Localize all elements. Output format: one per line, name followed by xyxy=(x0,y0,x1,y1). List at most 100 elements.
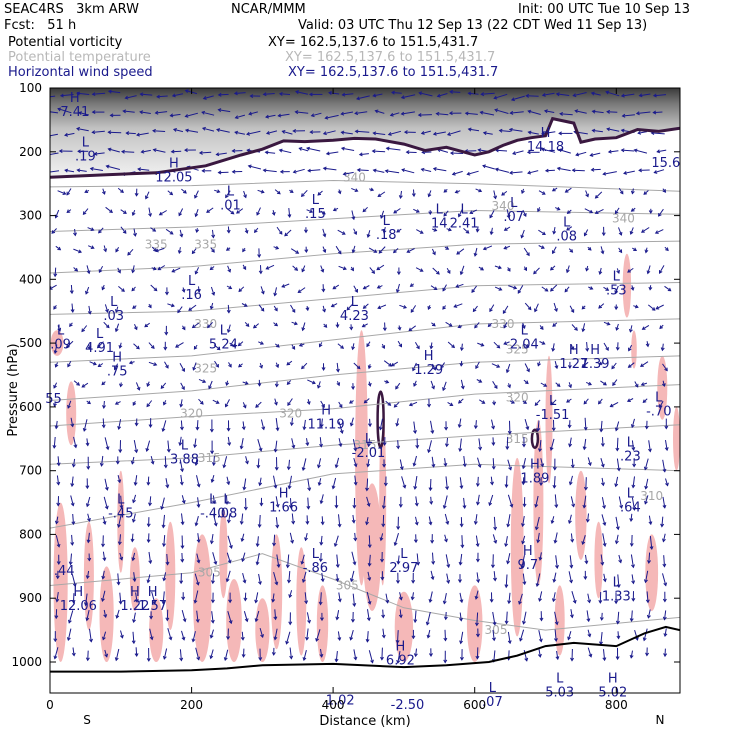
wind-vector xyxy=(60,94,74,97)
wind-arrowhead xyxy=(446,270,451,274)
wind-arrowhead xyxy=(339,429,344,434)
wind-vector xyxy=(521,554,525,568)
wind-vector xyxy=(323,167,337,171)
wind-arrowhead xyxy=(180,521,185,526)
wind-arrowhead xyxy=(444,443,449,448)
wind-arrowhead xyxy=(101,381,106,386)
wind-vector xyxy=(74,228,76,236)
wind-vector xyxy=(571,591,576,604)
wind-vector xyxy=(634,149,648,154)
wind-vector xyxy=(475,590,479,600)
wind-vector xyxy=(572,169,585,172)
wind-vector xyxy=(490,227,493,235)
wind-arrowhead xyxy=(498,128,503,133)
wind-arrowhead xyxy=(402,484,407,489)
wind-arrowhead xyxy=(145,447,150,452)
wind-arrowhead xyxy=(287,579,291,584)
wind-arrowhead xyxy=(131,287,136,292)
wind-vector xyxy=(179,363,185,372)
wind-vector xyxy=(552,592,556,602)
wind-arrowhead xyxy=(428,653,433,657)
theta-contour-line xyxy=(50,355,680,401)
wind-vector xyxy=(429,478,432,491)
wind-arrowhead xyxy=(78,249,82,254)
wind-arrowhead xyxy=(549,287,554,292)
wind-arrowhead xyxy=(583,486,588,491)
wind-vector xyxy=(614,285,619,294)
wind-arrowhead xyxy=(399,466,404,471)
wind-arrowhead xyxy=(427,306,432,311)
wind-vector xyxy=(337,343,344,349)
wind-arrowhead xyxy=(274,466,279,471)
wind-vector xyxy=(276,226,283,235)
wind-vector xyxy=(475,188,482,192)
hl-value: 55 xyxy=(45,392,62,407)
y-tick-label: 200 xyxy=(19,145,42,159)
wind-arrowhead xyxy=(371,149,376,154)
wind-arrowhead xyxy=(370,659,374,664)
wind-vector xyxy=(662,459,666,472)
wind-arrowhead xyxy=(521,443,526,448)
wind-vector xyxy=(474,247,478,257)
wind-arrowhead xyxy=(494,167,499,172)
wind-arrowhead xyxy=(374,109,379,114)
hl-value: 1.33 xyxy=(602,590,631,605)
wind-arrowhead xyxy=(109,113,114,118)
wind-vector xyxy=(550,438,555,451)
wind-arrowhead xyxy=(209,540,214,545)
wind-vector xyxy=(260,286,265,294)
wind-vector xyxy=(144,322,151,328)
wind-arrowhead xyxy=(351,346,355,351)
wind-arrowhead xyxy=(611,365,615,370)
wind-vector xyxy=(212,229,214,238)
wind-vector xyxy=(321,516,324,525)
wind-vector xyxy=(553,302,558,312)
wind-vector xyxy=(71,476,74,487)
wind-vector xyxy=(290,248,299,254)
theta-contour-label: 330 xyxy=(492,317,515,331)
model-name: SEAC4RS 3km ARW xyxy=(4,2,140,17)
wind-arrowhead xyxy=(443,616,448,621)
wind-arrowhead xyxy=(244,229,249,234)
wind-arrowhead xyxy=(464,111,469,116)
wind-vector xyxy=(106,165,121,170)
wind-vector xyxy=(506,436,509,450)
pv-blob xyxy=(255,598,270,662)
wind-arrowhead xyxy=(501,192,505,196)
wind-vector xyxy=(357,169,369,171)
wind-arrowhead xyxy=(211,248,215,253)
wind-arrowhead xyxy=(312,380,316,385)
wind-vector xyxy=(477,342,484,347)
wind-vector xyxy=(290,304,296,313)
hl-value: 1.22 xyxy=(120,599,149,614)
wind-arrowhead xyxy=(431,385,435,390)
wind-vector xyxy=(54,647,59,659)
wind-arrowhead xyxy=(196,504,201,508)
wind-arrowhead xyxy=(304,600,309,605)
wind-vector xyxy=(367,609,370,621)
wind-vector xyxy=(146,440,151,452)
wind-vector xyxy=(367,458,370,467)
wind-arrowhead xyxy=(620,128,625,133)
wind-arrowhead xyxy=(287,402,291,407)
wind-arrowhead xyxy=(628,328,633,333)
wind-arrowhead xyxy=(298,343,303,347)
wind-vector xyxy=(495,168,510,173)
wind-vector xyxy=(295,91,309,95)
wind-vector xyxy=(253,323,260,329)
wind-vector xyxy=(276,554,280,568)
wind-arrowhead xyxy=(291,444,296,449)
theta-contour-line xyxy=(50,282,680,315)
wind-arrowhead xyxy=(409,283,414,287)
wind-vector xyxy=(600,458,604,467)
wind-arrowhead xyxy=(315,637,320,642)
wind-arrowhead xyxy=(630,287,635,291)
wind-arrowhead xyxy=(459,271,464,276)
theta-contour-label: 325 xyxy=(194,362,217,376)
wind-vector xyxy=(320,400,325,408)
wind-vector xyxy=(226,570,231,582)
wind-vector xyxy=(105,206,113,213)
hl-value: 5.24 xyxy=(209,338,238,353)
wind-arrowhead xyxy=(320,268,325,273)
hl-value: 14 xyxy=(431,217,448,232)
